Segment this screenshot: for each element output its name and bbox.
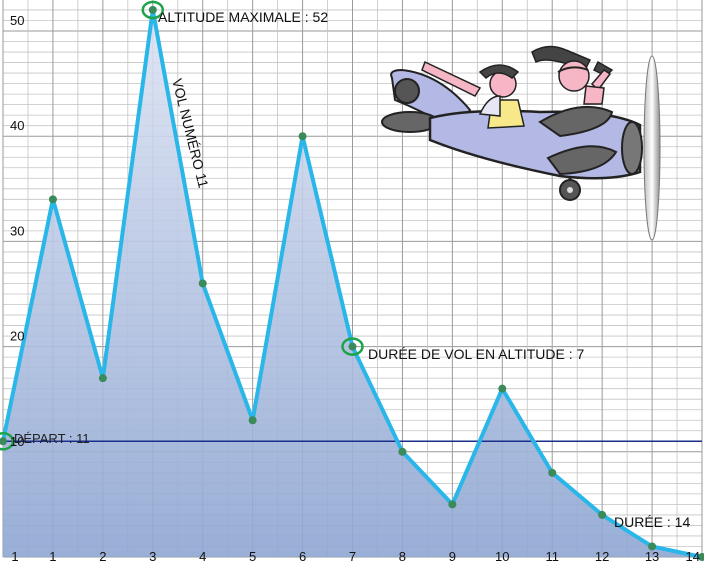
- data-point: [548, 468, 557, 477]
- x-tick-label: 14: [686, 549, 700, 564]
- altitude-area: [3, 9, 702, 557]
- y-tick-label: 40: [10, 118, 24, 133]
- data-point: [348, 342, 357, 351]
- x-tick-label: 7: [349, 549, 356, 564]
- start-annotation: DÉPART : 11: [14, 431, 90, 446]
- max-altitude-annotation: ALTITUDE MAXIMALE : 52: [158, 9, 328, 25]
- data-point: [298, 132, 307, 141]
- data-points: [0, 0, 704, 561]
- x-tick-label: 12: [595, 549, 609, 564]
- x-tick-label: 13: [645, 549, 659, 564]
- data-point: [98, 374, 107, 383]
- data-point: [198, 279, 207, 288]
- propeller-icon: [643, 55, 661, 241]
- data-point: [448, 500, 457, 509]
- x-tick-label: 5: [249, 549, 256, 564]
- y-tick-label: 30: [10, 223, 24, 238]
- y-tick-label: 10: [10, 434, 24, 449]
- data-point: [248, 416, 257, 425]
- pilot-icon: [531, 45, 614, 105]
- data-point: [698, 553, 704, 561]
- x-tick-label: 10: [495, 549, 509, 564]
- wing-icon: [538, 105, 614, 138]
- x-tick-label: 6: [299, 549, 306, 564]
- data-point: [0, 437, 7, 446]
- highlight-ring: [341, 337, 364, 356]
- x-tick-label: 3: [149, 549, 156, 564]
- x-tick-label: 8: [399, 549, 406, 564]
- highlight-ring: [141, 0, 165, 20]
- data-point: [598, 510, 607, 519]
- x-tick-label: 1: [11, 549, 18, 564]
- data-point: [498, 384, 507, 393]
- airplane-illustration: [381, 45, 661, 241]
- data-point: [398, 447, 407, 456]
- x-tick-label: 9: [449, 549, 456, 564]
- highlight-ring: [0, 432, 15, 451]
- data-point: [648, 542, 657, 551]
- x-tick-label: 11: [545, 549, 559, 564]
- x-tick-label: 4: [199, 549, 206, 564]
- y-tick-label: 50: [10, 13, 24, 28]
- altitude-duration-annotation: DURÉE DE VOL EN ALTITUDE : 7: [368, 346, 584, 362]
- data-point: [48, 195, 57, 204]
- duration-annotation: DURÉE : 14: [614, 514, 690, 530]
- x-tick-label: 1: [49, 549, 56, 564]
- data-point: [148, 5, 157, 14]
- y-tick-label: 20: [10, 329, 24, 344]
- x-tick-label: 2: [99, 549, 106, 564]
